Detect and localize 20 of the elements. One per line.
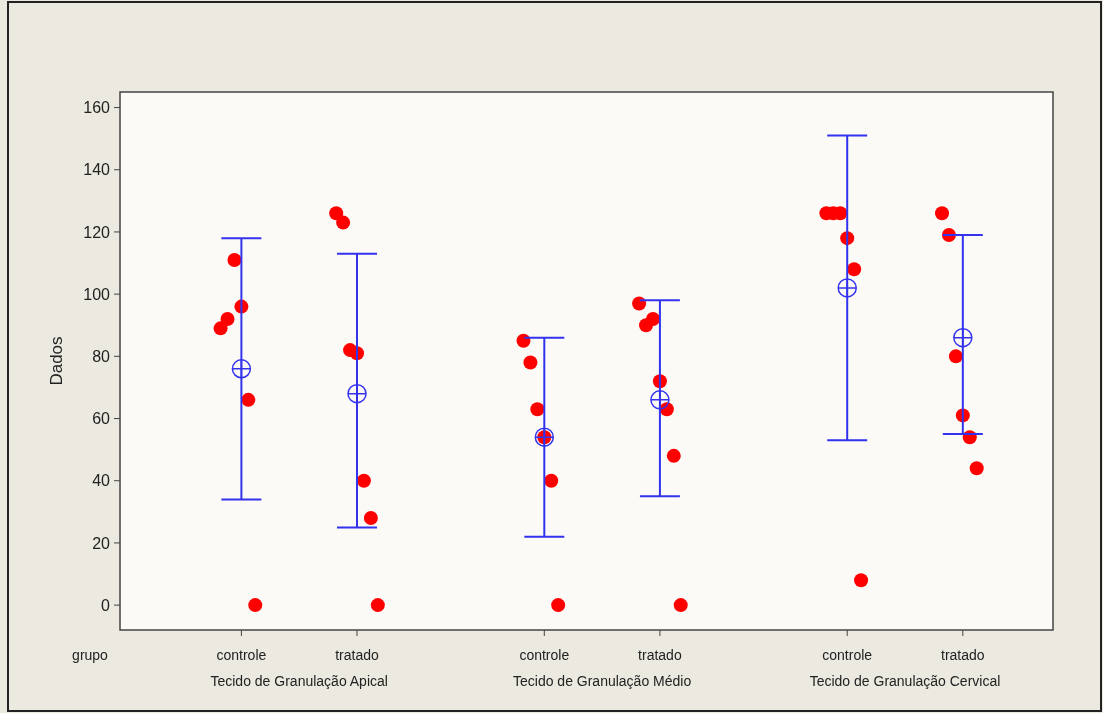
x-tick-label: tratado: [335, 647, 380, 663]
x-tick-label: tratado: [941, 647, 985, 663]
y-tick-label: 40: [92, 472, 111, 490]
x-axis-title: grupo: [72, 647, 109, 663]
text: Tecido de Granulação Cervical: [809, 673, 1001, 689]
y-tick-label: 60: [92, 410, 111, 428]
x-tick-label: tratado: [638, 647, 682, 663]
y-tick-label: 120: [83, 223, 111, 241]
text: Tecido de Granulação Apical: [210, 673, 388, 689]
y-axis-title: Dados: [47, 336, 66, 386]
y-tick-label: 80: [92, 347, 111, 365]
x-tick-label: controle: [822, 647, 873, 663]
text: Tecido de Granulação Médio: [512, 673, 692, 689]
y-tick-label: 140: [83, 161, 111, 179]
y-tick-label: 160: [83, 99, 111, 117]
y-tick-label: 20: [92, 534, 111, 552]
y-tick-label: 100: [83, 285, 111, 303]
x-tick-label: controle: [216, 647, 267, 663]
x-tick-label: controle: [519, 647, 570, 663]
y-tick-label: 0: [101, 596, 111, 614]
